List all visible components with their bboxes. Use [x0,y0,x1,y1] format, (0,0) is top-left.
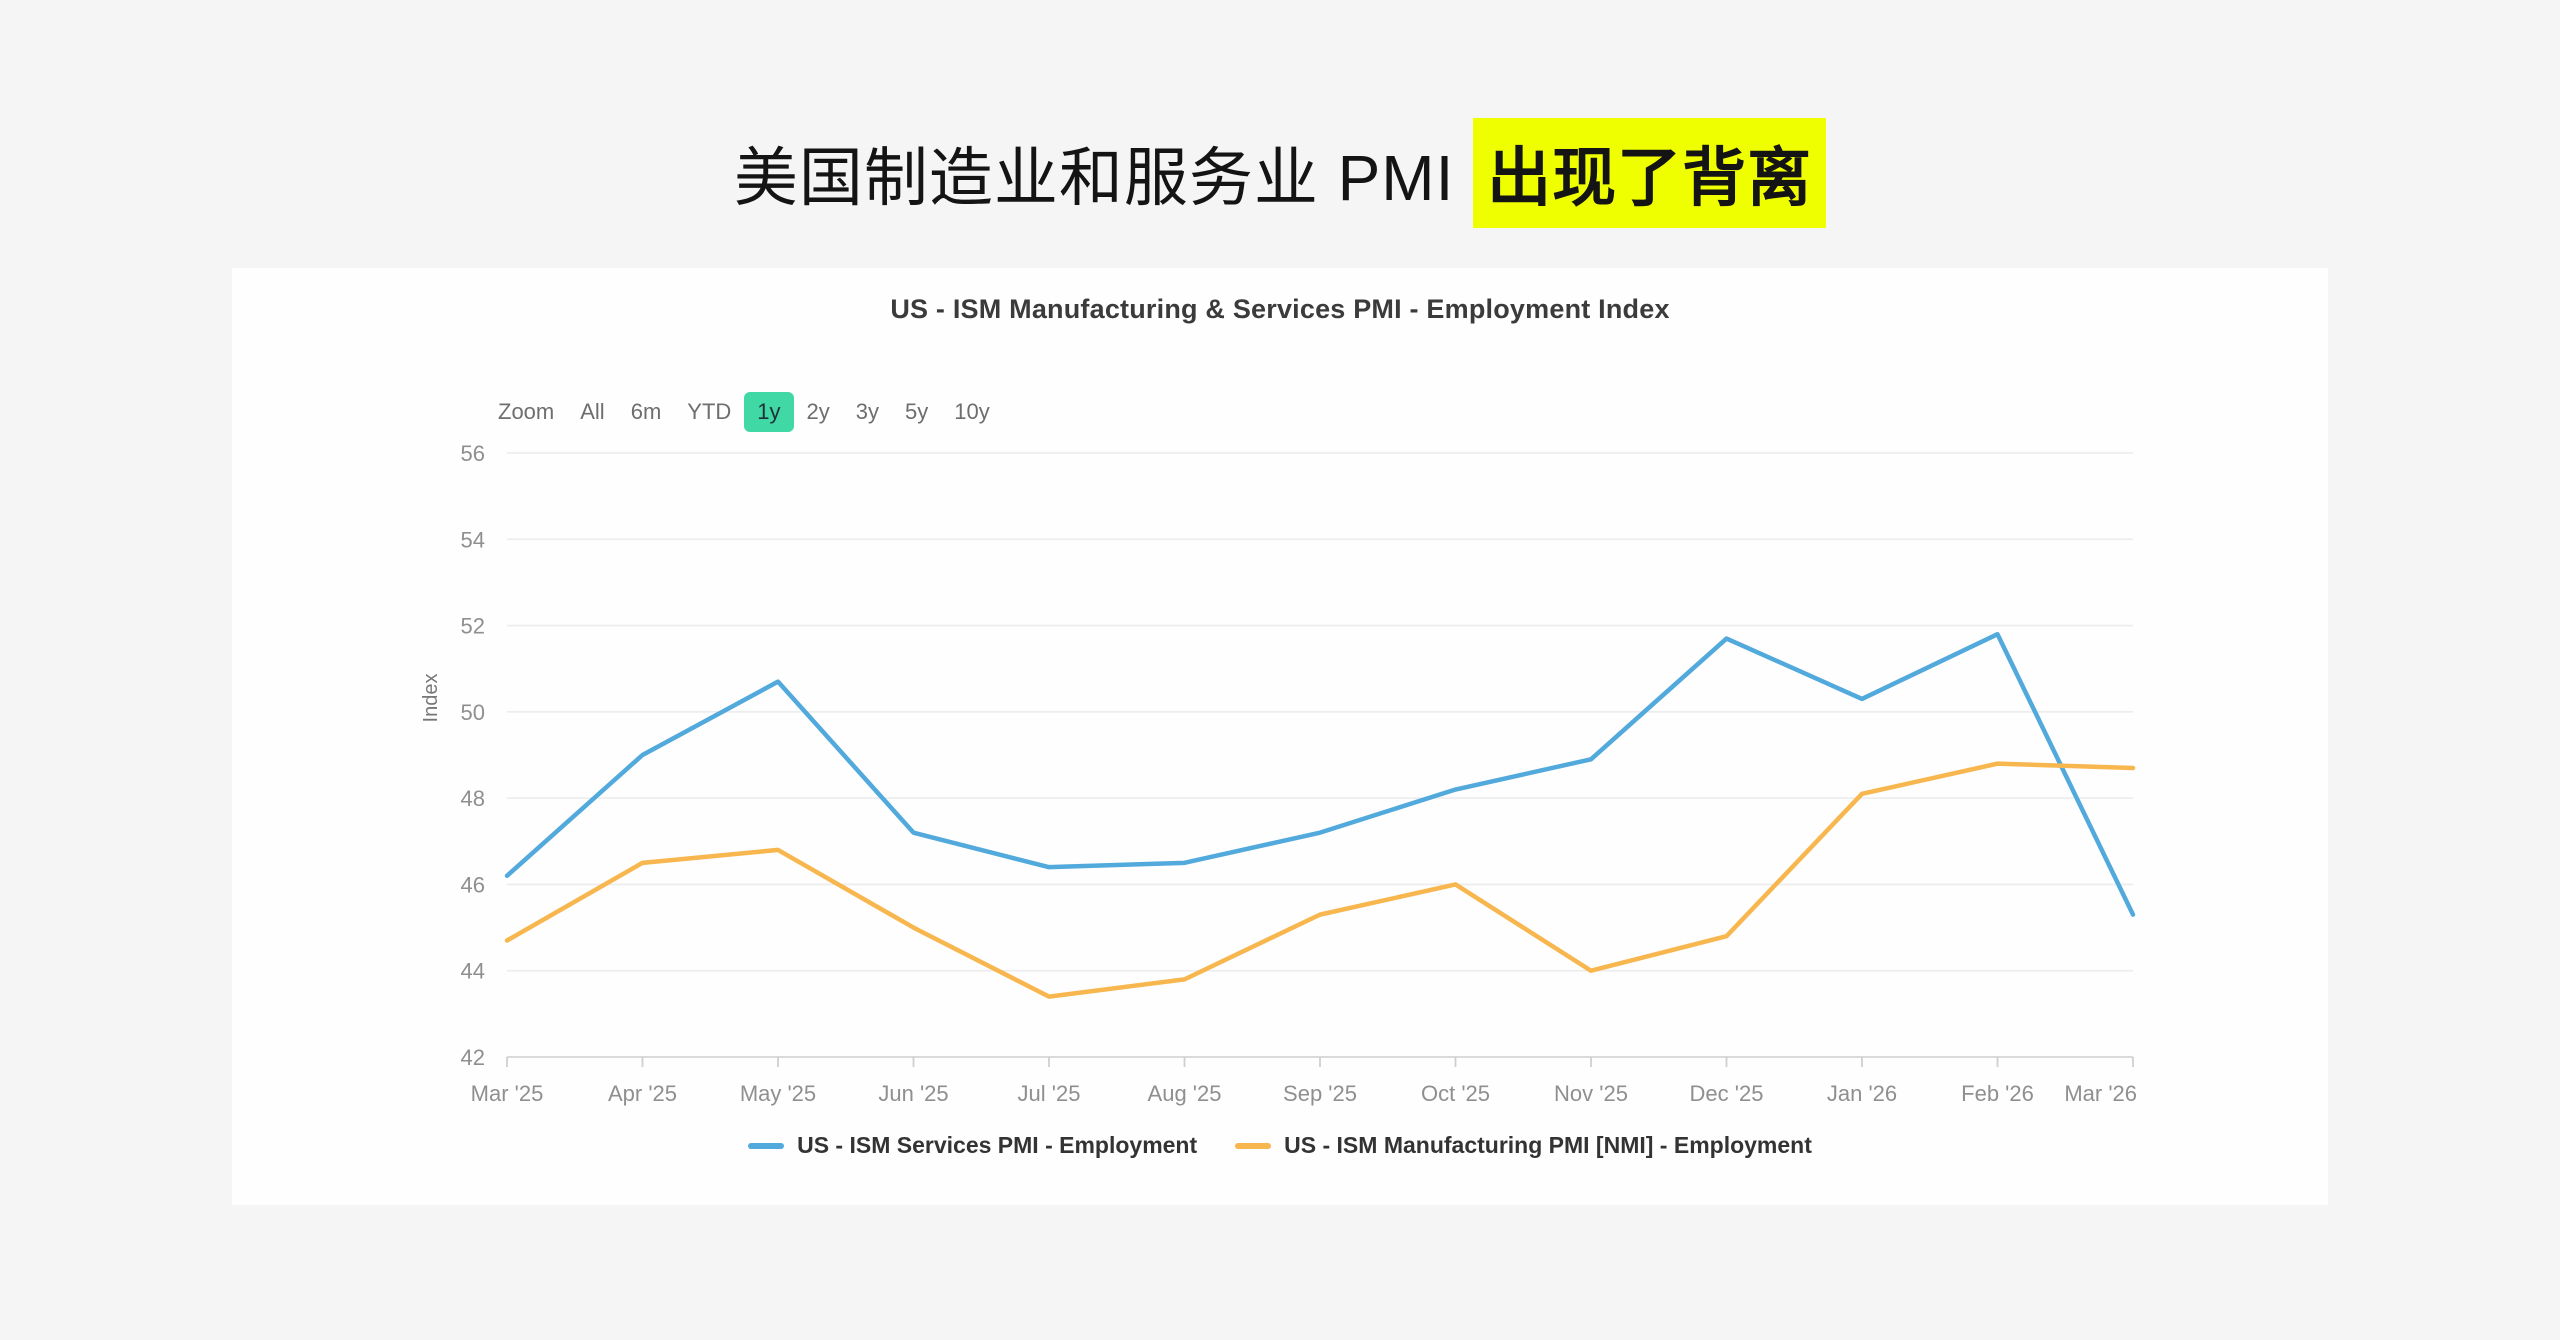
y-axis-title: Index [420,674,442,723]
x-axis-ticks [506,1057,2134,1067]
range-button-ytd[interactable]: YTD [687,399,732,424]
legend-item-services[interactable]: US - ISM Services PMI - Employment [748,1132,1197,1159]
series-line-services[interactable] [504,631,2136,917]
legend-label-services: US - ISM Services PMI - Employment [797,1132,1198,1158]
svg-text:50: 50 [461,700,485,725]
y-axis-labels: 42 44 46 48 50 52 54 56 [461,441,485,1070]
range-button-3y[interactable]: 3y [855,399,880,424]
headline-text: 美国制造业和服务业 PMI [733,142,1474,214]
svg-text:Apr '25: Apr '25 [608,1081,677,1106]
range-button-5y[interactable]: 5y [905,399,929,424]
svg-text:48: 48 [461,786,485,811]
chart-panel: US - ISM Manufacturing & Services PMI - … [232,268,2328,1205]
svg-text:56: 56 [461,441,485,466]
svg-text:42: 42 [461,1045,485,1070]
range-button-6m[interactable]: 6m [630,399,662,424]
range-button-all[interactable]: All [580,399,605,424]
svg-text:Jul '25: Jul '25 [1018,1081,1081,1106]
svg-text:May '25: May '25 [740,1081,816,1106]
range-selector: Zoom All 6m YTD 1y 2y 3y 5y 10y [485,392,1003,432]
svg-text:Jan '26: Jan '26 [1827,1081,1897,1106]
y-gridlines [507,452,2133,1058]
legend-label-manufacturing: US - ISM Manufacturing PMI [NMI] - Emplo… [1284,1132,1812,1158]
svg-text:44: 44 [461,959,485,984]
svg-text:Mar '26: Mar '26 [2064,1081,2137,1106]
range-selector-label: Zoom [498,399,555,424]
svg-text:Feb '26: Feb '26 [1961,1081,2034,1106]
x-axis-labels: Mar '25 Apr '25 May '25 Jun '25 Jul '25 Aug '… [471,1081,2137,1106]
svg-text:Nov '25: Nov '25 [1554,1081,1628,1106]
legend-marker-services [748,1142,785,1149]
svg-text:Mar '25: Mar '25 [471,1081,544,1106]
svg-text:Jun '25: Jun '25 [878,1081,948,1106]
svg-text:52: 52 [461,614,485,639]
legend-marker-manufacturing [1235,1142,1272,1149]
headline-highlight: 出现了背离 [1473,118,1827,228]
range-button-2y[interactable]: 2y [806,399,830,424]
series-line-manufacturing[interactable] [504,761,2136,999]
chart-plot: 42 44 46 48 50 52 54 56 Mar '25 Apr '25 May '25 Jun… [420,441,2137,1106]
range-button-10y[interactable]: 10y [954,399,990,424]
chart-title: US - ISM Manufacturing & Services PMI - … [890,294,1670,324]
svg-text:46: 46 [461,872,485,897]
svg-text:Oct '25: Oct '25 [1421,1081,1490,1106]
svg-text:54: 54 [461,527,485,552]
legend: US - ISM Services PMI - Employment US - I… [232,1132,2328,1159]
range-button-1y[interactable]: 1y [744,392,794,432]
legend-item-manufacturing[interactable]: US - ISM Manufacturing PMI [NMI] - Emplo… [1235,1132,1812,1159]
svg-text:Aug '25: Aug '25 [1148,1081,1222,1106]
svg-text:Dec '25: Dec '25 [1690,1081,1764,1106]
headline: 美国制造业和服务业 PMI 出现了背离 [0,118,2560,228]
svg-text:Sep '25: Sep '25 [1283,1081,1357,1106]
